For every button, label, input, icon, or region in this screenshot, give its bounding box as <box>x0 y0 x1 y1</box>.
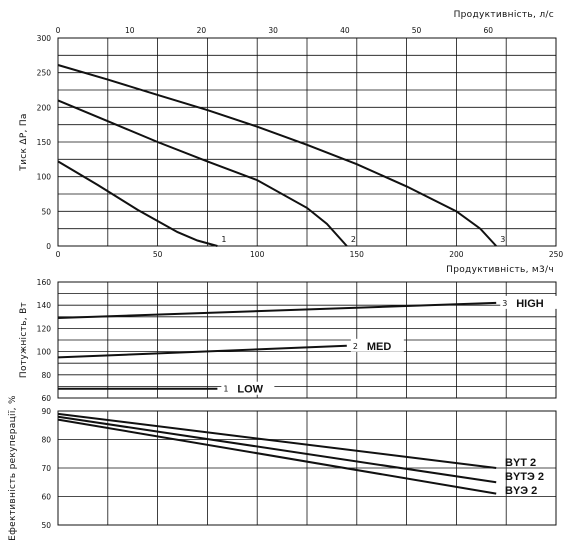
power-chart: 60 80 100 120 140 160 1 LOW 2 MED 3 HIGH Потужніст… <box>19 278 563 403</box>
bottom-x-tick-label: 250 <box>549 250 564 259</box>
top-x-tick-label: 60 <box>483 26 493 35</box>
y-tick-label: 150 <box>37 138 52 147</box>
curve-number-label: 1 <box>221 235 226 244</box>
y-tick-label: 100 <box>37 173 52 182</box>
y-tick-label: 120 <box>37 324 52 333</box>
y-tick-label: 70 <box>41 464 51 473</box>
pressure-plot-frame <box>57 37 557 247</box>
top-x-tick-label: 0 <box>56 26 61 35</box>
efficiency-chart: 50 60 70 80 90 BYT 2 BYTЭ 2 BYЭ 2 Ефективність… <box>8 395 557 541</box>
label-background <box>500 295 563 309</box>
speed-label: HIGH <box>516 298 544 310</box>
unit-model-label: BYЭ 2 <box>505 485 537 497</box>
bottom-x-tick-label: 100 <box>250 250 265 259</box>
power-plot-frame <box>57 281 557 399</box>
y-tick-label: 80 <box>41 436 51 445</box>
curve-number-label: 3 <box>502 299 507 308</box>
series-line-3 <box>57 64 497 247</box>
top-x-tick-label: 40 <box>340 26 350 35</box>
label-background <box>350 338 404 352</box>
y-tick-label: 60 <box>41 493 51 502</box>
curve-number-label: 1 <box>223 385 228 394</box>
y-tick-label: 60 <box>41 394 51 403</box>
bottom-x-tick-label: 150 <box>350 250 365 259</box>
curve-number-label: 2 <box>353 342 358 351</box>
y-tick-label: 250 <box>37 69 52 78</box>
unit-model-label: BYTЭ 2 <box>505 471 544 483</box>
y-tick-label: 300 <box>37 34 52 43</box>
y-tick-label: 50 <box>41 521 51 530</box>
speed-label: LOW <box>237 384 263 396</box>
top-x-axis-label: Продуктивність, л/с <box>454 10 554 20</box>
y-tick-label: 90 <box>41 407 51 416</box>
unit-model-label: BYT 2 <box>505 457 536 469</box>
y-tick-label: 100 <box>37 348 52 357</box>
pressure-y-axis-label: Тиск ΔР, Па <box>19 113 29 171</box>
series-line-2 <box>57 99 348 247</box>
label-background <box>221 381 275 395</box>
series-line-1 <box>57 160 218 247</box>
y-tick-label: 80 <box>41 371 51 380</box>
series-line-2 <box>57 415 497 484</box>
series-line-3 <box>57 301 497 319</box>
y-tick-label: 200 <box>37 103 52 112</box>
top-x-tick-label: 10 <box>125 26 135 35</box>
power-y-axis-label: Потужність, Вт <box>19 302 29 378</box>
efficiency-y-axis-label: Ефективність рекуперації, % <box>8 395 18 541</box>
bottom-x-tick-label: 200 <box>449 250 464 259</box>
y-tick-label: 140 <box>37 301 52 310</box>
efficiency-plot-frame <box>57 410 557 526</box>
top-x-tick-label: 50 <box>412 26 422 35</box>
series-line-3 <box>57 418 497 495</box>
series-line-2 <box>57 344 347 359</box>
speed-label: MED <box>367 341 392 353</box>
y-tick-label: 50 <box>41 207 51 216</box>
y-tick-label: 160 <box>37 278 52 287</box>
top-x-tick-label: 20 <box>197 26 207 35</box>
y-tick-label: 0 <box>46 242 51 251</box>
bottom-x-tick-label: 0 <box>56 250 61 259</box>
bottom-x-axis-label: Продуктивність, м3/ч <box>446 265 554 275</box>
bottom-x-tick-label: 50 <box>153 250 163 259</box>
curve-number-label: 2 <box>351 235 356 244</box>
curve-number-label: 3 <box>500 235 505 244</box>
top-x-tick-label: 30 <box>268 26 278 35</box>
series-line-1 <box>57 412 497 469</box>
